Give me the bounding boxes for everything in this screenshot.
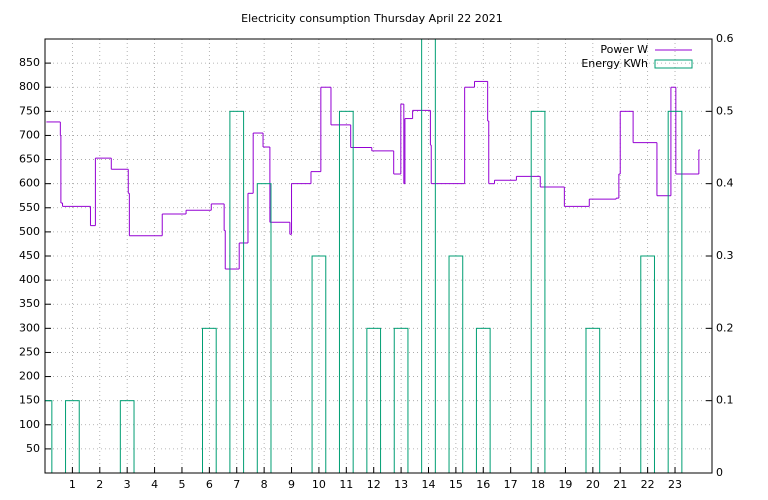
x-tick-label: 17 <box>504 478 518 491</box>
energy-bar <box>393 327 409 473</box>
y2-tick-label: 0.2 <box>716 321 734 334</box>
x-tick-label: 8 <box>261 478 268 491</box>
x-tick-label: 11 <box>339 478 353 491</box>
y-tick-label: 800 <box>19 80 40 93</box>
x-tick-label: 4 <box>151 478 158 491</box>
y-tick-label: 850 <box>19 56 40 69</box>
y2-tick-label: 0 <box>716 466 723 479</box>
y-tick-label: 550 <box>19 201 40 214</box>
y-tick-label: 650 <box>19 153 40 166</box>
y-tick-label: 600 <box>19 177 40 190</box>
energy-bar <box>202 327 217 473</box>
chart-title: Electricity consumption Thursday April 2… <box>241 12 503 25</box>
y-tick-label: 400 <box>19 273 40 286</box>
x-tick-label: 10 <box>312 478 326 491</box>
x-tick-label: 15 <box>449 478 463 491</box>
energy-bar <box>45 400 53 473</box>
energy-bar <box>448 255 464 473</box>
y-tick-label: 50 <box>26 442 40 455</box>
x-tick-label: 6 <box>206 478 213 491</box>
energy-bar <box>585 327 601 473</box>
x-tick-label: 7 <box>233 478 240 491</box>
x-tick-label: 3 <box>124 478 131 491</box>
plot-area <box>45 39 700 473</box>
y-tick-label: 250 <box>19 345 40 358</box>
y-tick-label: 150 <box>19 394 40 407</box>
y-tick-label: 300 <box>19 321 40 334</box>
y-tick-label: 500 <box>19 225 40 238</box>
x-tick-label: 1 <box>69 478 76 491</box>
plot-frame <box>44 38 713 474</box>
energy-bar <box>475 327 491 473</box>
energy-bar <box>311 255 327 473</box>
energy-bar <box>256 183 272 473</box>
legend-label: Power W <box>600 43 648 56</box>
y-tick-label: 350 <box>19 297 40 310</box>
x-tick-label: 19 <box>558 478 572 491</box>
legend-label: Energy KWh <box>581 57 648 70</box>
y-tick-label: 700 <box>19 128 40 141</box>
y2-tick-label: 0.4 <box>716 177 734 190</box>
x-tick-label: 2 <box>96 478 103 491</box>
energy-bar <box>421 39 436 473</box>
x-tick-label: 9 <box>288 478 295 491</box>
x-tick-label: 18 <box>531 478 545 491</box>
energy-bar <box>640 255 655 473</box>
legend-swatch <box>654 59 693 69</box>
y-tick-label: 200 <box>19 370 40 383</box>
x-tick-label: 12 <box>367 478 381 491</box>
x-tick-label: 14 <box>421 478 435 491</box>
y2-tick-label: 0.3 <box>716 249 734 262</box>
y-tick-label: 100 <box>19 418 40 431</box>
x-tick-label: 5 <box>178 478 185 491</box>
x-tick-label: 16 <box>476 478 490 491</box>
x-tick-label: 13 <box>394 478 408 491</box>
y-tick-label: 750 <box>19 104 40 117</box>
x-tick-label: 23 <box>668 478 682 491</box>
x-tick-label: 21 <box>613 478 627 491</box>
y2-tick-label: 0.5 <box>716 104 734 117</box>
x-tick-label: 20 <box>586 478 600 491</box>
x-tick-label: 22 <box>641 478 655 491</box>
energy-bar <box>366 327 382 473</box>
y2-tick-label: 0.1 <box>716 394 734 407</box>
y-tick-label: 450 <box>19 249 40 262</box>
y2-tick-label: 0.6 <box>716 32 734 45</box>
power-riser <box>59 81 700 270</box>
